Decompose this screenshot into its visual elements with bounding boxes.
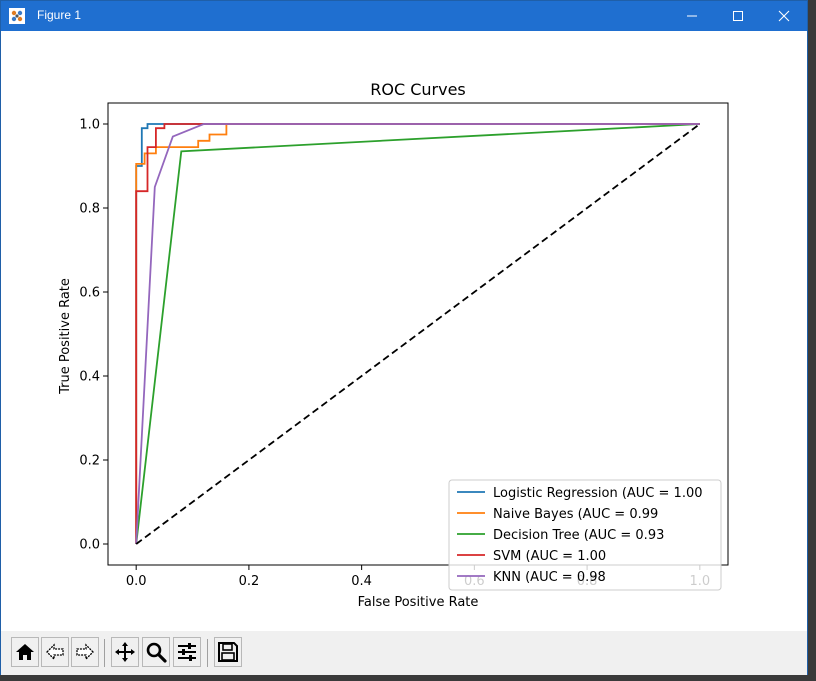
x-tick-label: 0.2 — [239, 574, 260, 589]
y-tick-label: 0.2 — [79, 454, 100, 469]
legend: Logistic Regression (AUC = 1.00 Naive Bay… — [448, 479, 722, 591]
x-axis-label: False Positive Rate — [358, 595, 479, 610]
legend-label: Logistic Regression (AUC = 1.00 — [493, 486, 703, 501]
series-line-3 — [135, 123, 700, 544]
home-button[interactable] — [11, 637, 39, 667]
zoom-button[interactable] — [142, 637, 170, 667]
back-arrow-icon — [46, 643, 64, 661]
legend-label: SVM (AUC = 1.00 — [493, 549, 606, 564]
move-icon — [115, 642, 135, 662]
legend-label: Naive Bayes (AUC = 0.99 — [493, 507, 658, 522]
magnifier-icon — [146, 642, 167, 663]
forward-button[interactable] — [71, 637, 99, 667]
save-button[interactable] — [214, 637, 242, 667]
navigation-toolbar — [1, 631, 807, 675]
y-tick-label: 0.0 — [79, 538, 100, 553]
toolbar-separator — [104, 639, 105, 667]
roc-chart: ROC Curves False Positive Rate True Posi… — [58, 80, 729, 610]
legend-label: KNN (AUC = 0.98 — [493, 570, 606, 585]
figure-canvas[interactable]: ROC Curves False Positive Rate True Posi… — [1, 31, 807, 631]
title-bar[interactable]: Figure 1 — [1, 1, 807, 31]
legend-box — [448, 479, 722, 591]
toolbar-separator — [207, 639, 208, 667]
x-tick-label: 0.0 — [126, 574, 147, 589]
axes-frame — [107, 102, 729, 566]
matplotlib-app-icon — [9, 8, 25, 24]
sliders-icon — [178, 643, 196, 661]
y-axis-label: True Positive Rate — [58, 278, 73, 395]
maximize-button[interactable] — [715, 1, 761, 31]
series-line-0 — [135, 123, 700, 544]
chart-title: ROC Curves — [370, 80, 466, 99]
y-tick-label: 0.8 — [79, 202, 100, 217]
pan-button[interactable] — [111, 637, 139, 667]
window-title: Figure 1 — [37, 8, 82, 22]
y-tick-label: 0.6 — [79, 286, 100, 301]
configure-subplots-button[interactable] — [173, 637, 201, 667]
close-icon — [778, 10, 790, 22]
series-lines — [135, 123, 701, 545]
close-button[interactable] — [761, 1, 807, 31]
home-icon — [16, 644, 34, 660]
floppy-disk-icon — [218, 642, 238, 662]
diagonal-reference-line — [135, 123, 701, 545]
y-tick-label: 1.0 — [79, 118, 100, 133]
series-line-1 — [135, 123, 700, 544]
series-line-4 — [135, 123, 700, 545]
x-tick-label: 0.4 — [351, 574, 372, 589]
forward-arrow-icon — [76, 643, 94, 661]
legend-label: Decision Tree (AUC = 0.93 — [493, 528, 664, 543]
series-line-2 — [135, 123, 700, 545]
minimize-icon — [687, 15, 697, 17]
y-tick-label: 0.4 — [79, 370, 100, 385]
maximize-icon — [733, 11, 743, 21]
minimize-button[interactable] — [669, 1, 715, 31]
back-button[interactable] — [41, 637, 69, 667]
